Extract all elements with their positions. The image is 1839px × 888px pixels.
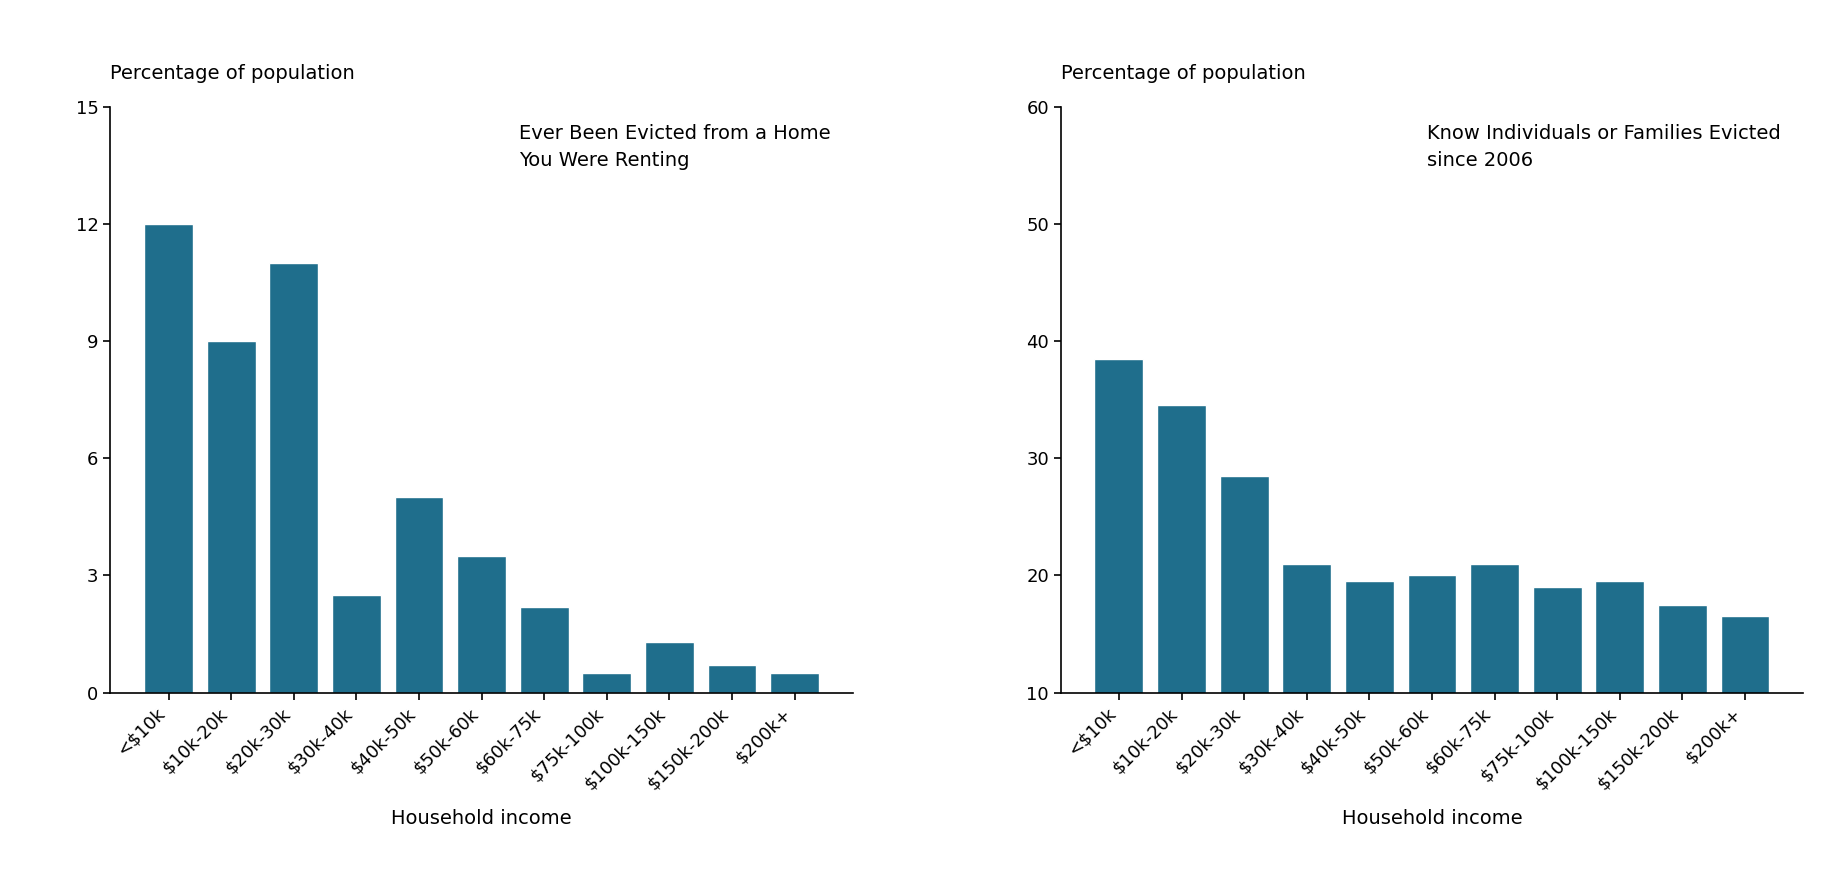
X-axis label: Household income: Household income: [392, 810, 572, 829]
Text: Ever Been Evicted from a Home
You Were Renting: Ever Been Evicted from a Home You Were R…: [519, 124, 829, 170]
Bar: [456, 556, 506, 693]
Bar: [1407, 575, 1456, 810]
Bar: [1282, 564, 1330, 810]
Bar: [268, 263, 318, 693]
Bar: [1532, 587, 1582, 810]
Bar: [1094, 359, 1142, 810]
Bar: [1594, 582, 1644, 810]
Bar: [1719, 616, 1769, 810]
Text: Percentage of population: Percentage of population: [110, 64, 355, 83]
Bar: [394, 497, 443, 693]
Bar: [1344, 582, 1392, 810]
Bar: [1469, 564, 1519, 810]
Bar: [143, 224, 193, 693]
Bar: [583, 673, 631, 693]
Text: Know Individuals or Families Evicted
since 2006: Know Individuals or Families Evicted sin…: [1427, 124, 1780, 170]
Bar: [331, 595, 381, 693]
Bar: [520, 607, 568, 693]
Text: Percentage of population: Percentage of population: [1059, 64, 1306, 83]
Bar: [708, 665, 756, 693]
Bar: [1657, 605, 1707, 810]
Bar: [1157, 406, 1205, 810]
X-axis label: Household income: Household income: [1341, 810, 1521, 829]
Bar: [645, 642, 693, 693]
Bar: [771, 673, 818, 693]
Bar: [206, 341, 256, 693]
Bar: [1219, 476, 1267, 810]
